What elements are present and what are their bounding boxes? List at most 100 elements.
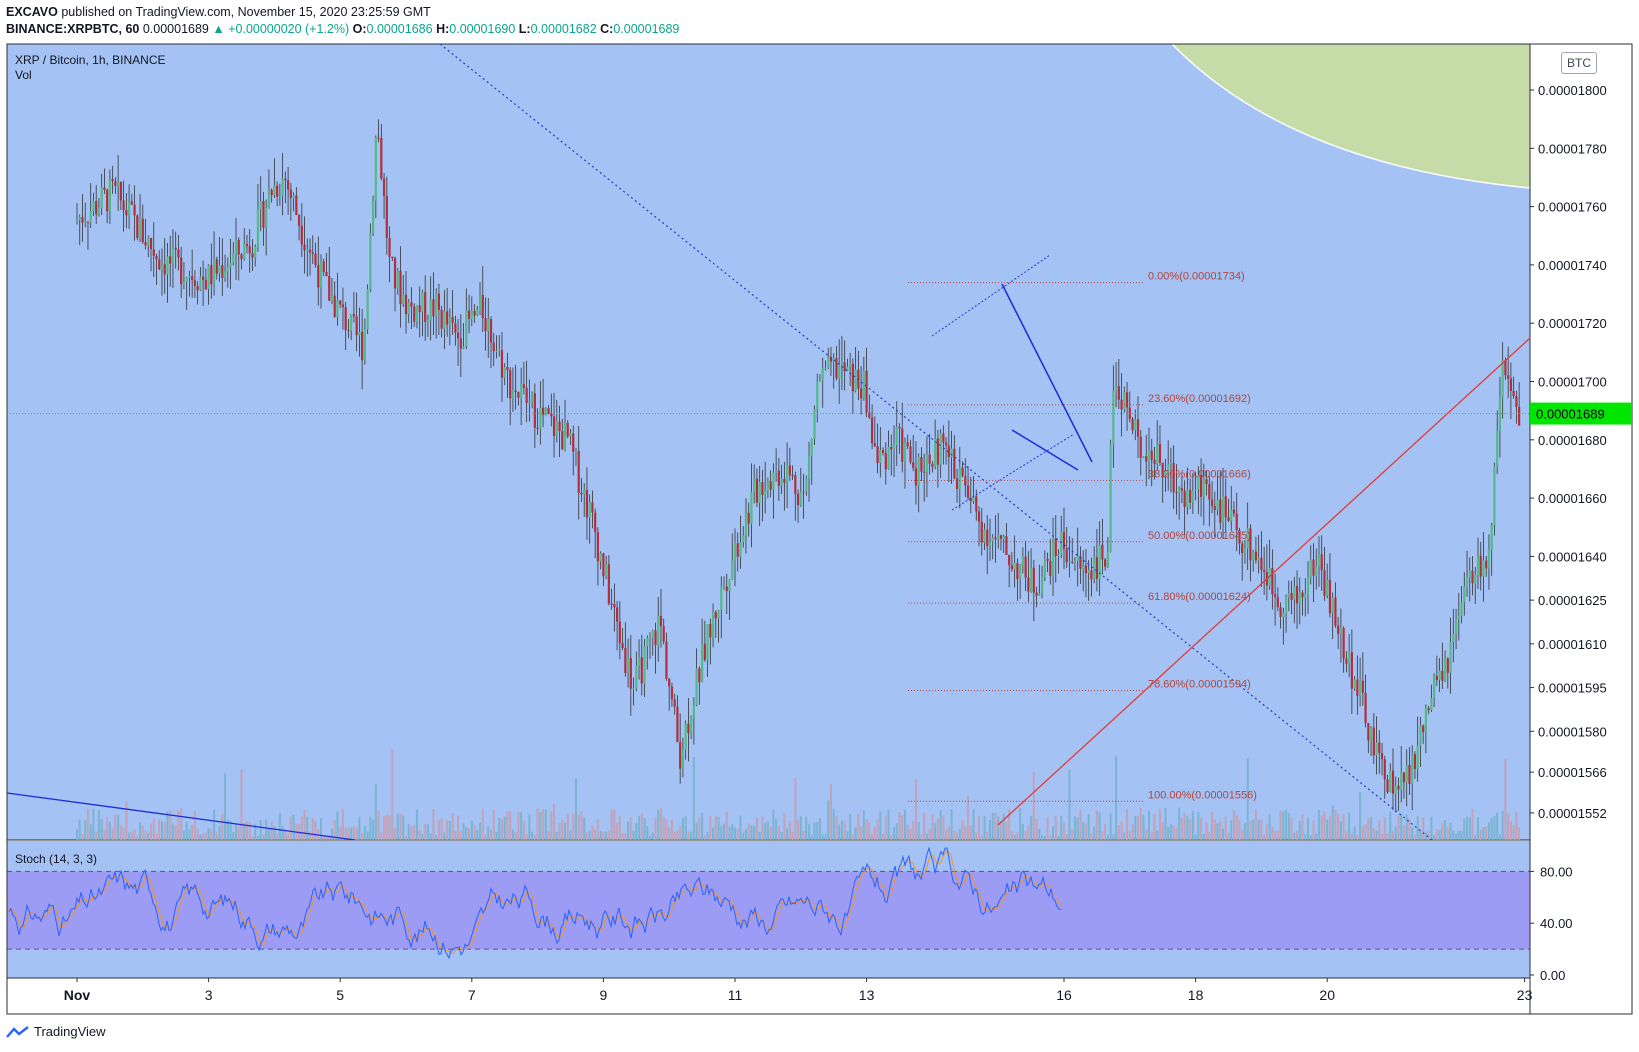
volume-bar	[643, 818, 646, 840]
currency-badge[interactable]: BTC	[1561, 52, 1597, 74]
candle-body	[958, 467, 961, 489]
symbol-line: BINANCE:XRPBTC, 60	[6, 22, 140, 36]
candle-body	[495, 351, 498, 353]
volume-bar	[912, 821, 915, 840]
candle-body	[1515, 396, 1518, 407]
volume-bar	[1282, 811, 1285, 840]
volume-bar	[1512, 825, 1515, 840]
candle-body	[1501, 360, 1504, 398]
candle-body	[635, 665, 638, 689]
volume-bar	[1518, 827, 1521, 840]
volume-bar	[1402, 825, 1405, 840]
candle-body	[372, 200, 375, 234]
volume-bar	[827, 800, 830, 840]
candle-body	[1153, 459, 1156, 465]
candle-body	[829, 357, 833, 362]
volume-bar	[808, 824, 811, 840]
candle-body	[341, 304, 345, 308]
candle-body	[755, 478, 759, 503]
candle-body	[618, 621, 621, 643]
volume-bar	[851, 834, 854, 840]
candle-body	[1249, 528, 1252, 561]
volume-bar	[1342, 814, 1345, 840]
candle-body	[1290, 593, 1293, 600]
volume-bar	[454, 831, 457, 840]
candle-body	[821, 367, 824, 381]
candle-body	[1139, 436, 1142, 458]
volume-bar	[1457, 830, 1460, 840]
volume-bar	[769, 826, 772, 840]
candle-body	[517, 392, 520, 398]
volume-bar	[1098, 812, 1101, 840]
candle-body	[566, 423, 569, 437]
candle-body	[1279, 607, 1282, 617]
volume-bar	[188, 829, 191, 840]
fib-level-label: 78.60%(0.00001594)	[1148, 678, 1251, 690]
candle-body	[511, 390, 515, 399]
candle-body	[196, 285, 199, 291]
volume-bar	[1339, 821, 1342, 840]
volume-bar	[314, 821, 317, 840]
candle-body	[596, 532, 600, 562]
volume-bar	[1249, 820, 1252, 840]
volume-bar	[385, 814, 388, 840]
candle-body	[393, 258, 397, 289]
candle-body	[865, 370, 868, 413]
volume-bar	[780, 831, 783, 840]
candle-body	[270, 190, 273, 196]
volume-bar	[865, 819, 868, 840]
time-tick-label: 3	[205, 987, 213, 1003]
candle-body	[733, 543, 737, 561]
candle-body	[413, 306, 416, 322]
candle-body	[827, 357, 830, 368]
volume-bar	[481, 808, 484, 840]
volume-bar	[909, 829, 912, 840]
candle-body	[561, 431, 564, 450]
candle-body	[429, 299, 432, 321]
candle-body	[215, 259, 218, 274]
candle-body	[465, 310, 468, 347]
fib-level-label: 23.60%(0.00001692)	[1148, 393, 1251, 405]
publish-header: EXCAVO published on TradingView.com, Nov…	[6, 4, 679, 38]
price-tick-label: 0.00001660	[1538, 491, 1607, 506]
candle-body	[141, 218, 144, 243]
volume-bar	[1334, 809, 1337, 840]
volume-bar	[1265, 823, 1268, 840]
candle-body	[1482, 560, 1485, 577]
candle-body	[259, 200, 262, 210]
candle-body	[421, 292, 424, 312]
volume-bar	[383, 816, 386, 840]
candle-body	[478, 294, 482, 310]
volume-bar	[624, 832, 627, 840]
candle-body	[81, 216, 84, 223]
candle-body	[1408, 765, 1411, 784]
volume-bar	[84, 820, 87, 840]
time-axis-area	[7, 978, 1530, 1014]
candle-body	[114, 180, 117, 186]
volume-bar	[723, 823, 726, 840]
volume-bar	[829, 784, 832, 840]
candle-body	[366, 289, 369, 330]
volume-bar	[103, 829, 106, 840]
volume-bar	[646, 826, 649, 840]
candle-body	[1158, 443, 1162, 463]
volume-bar	[1194, 834, 1197, 840]
volume-bar	[1084, 824, 1087, 840]
candle-body	[1219, 499, 1222, 523]
candle-body	[1386, 779, 1389, 793]
volume-bar	[931, 814, 934, 840]
candle-body	[380, 138, 383, 179]
candle-body	[668, 678, 671, 687]
volume-bar	[1364, 824, 1367, 840]
volume-bar	[569, 830, 572, 840]
volume-bar	[580, 811, 583, 840]
volume-bar	[873, 826, 876, 840]
volume-bar	[489, 829, 492, 840]
candle-body	[1457, 615, 1460, 620]
candle-body	[574, 450, 578, 452]
volume-bar	[566, 813, 569, 840]
volume-bar	[333, 820, 336, 840]
volume-bar	[1227, 832, 1230, 840]
volume-bar	[443, 832, 446, 840]
